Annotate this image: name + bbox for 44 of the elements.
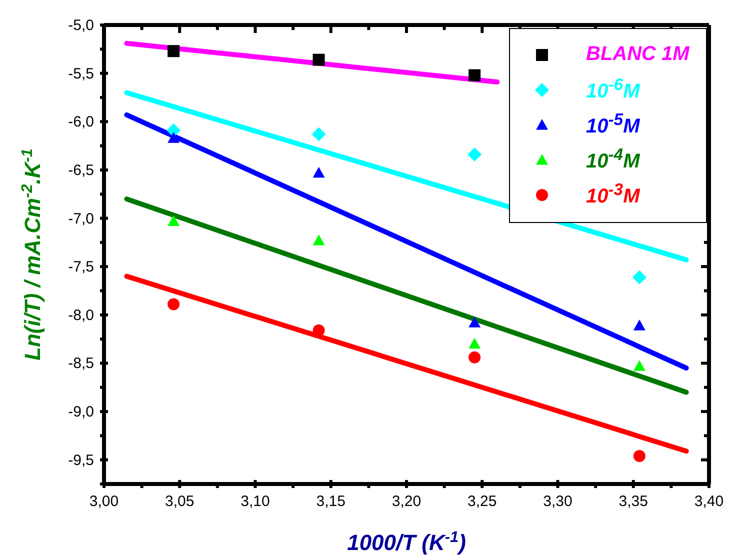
x-tick-label: 3,35: [618, 493, 648, 510]
y-tick-label: -6,5: [68, 162, 94, 179]
point: [468, 69, 481, 82]
point: [633, 360, 646, 371]
legend-label: 10$^{-6}$M: [586, 75, 640, 104]
point: [166, 123, 181, 138]
point: [312, 234, 325, 246]
point: [312, 166, 325, 178]
point: [312, 127, 326, 142]
y-tick-label: -5,5: [68, 65, 94, 82]
point: [468, 316, 481, 328]
point: [312, 324, 325, 336]
x-tick-label: 3,00: [89, 493, 119, 510]
y-tick-label: -8,0: [68, 306, 94, 324]
point: [468, 147, 482, 162]
y-tick-label: -9,0: [68, 404, 94, 421]
x-tick-label: 3,40: [694, 493, 724, 510]
legend-label: 10$^{-5}$M: [586, 110, 640, 139]
point: [168, 215, 180, 226]
point: [633, 320, 646, 330]
y-tick-label: -7,5: [68, 258, 94, 276]
x-tick-label: 3,05: [165, 493, 194, 510]
x-tick-label: 3,15: [316, 493, 346, 510]
point: [168, 132, 180, 143]
legend-label: 10$^{-4}$M: [586, 145, 640, 174]
point: [168, 45, 180, 58]
point: [468, 338, 481, 349]
y-tick-label: -7,0: [68, 210, 94, 228]
x-tick-label: 3,10: [240, 493, 270, 510]
y-tick-label: -6,0: [68, 114, 94, 131]
x-tick-label: 3,25: [468, 493, 497, 510]
legend-label: BLANC 1M: [586, 43, 690, 66]
point: [632, 270, 646, 284]
legend-label: 10$^{-3}$M: [586, 180, 640, 209]
point: [633, 450, 646, 462]
point: [468, 351, 481, 364]
y-tick-label: -9,5: [68, 452, 94, 469]
x-tick-label: 3,30: [543, 493, 572, 510]
x-axis-title: 1000/T (K$^{-1}$): [347, 528, 466, 555]
point: [312, 54, 325, 66]
y-tick-label: -5,0: [68, 17, 94, 34]
x-tick-label: 3,20: [392, 493, 422, 510]
point: [168, 298, 180, 310]
y-tick-label: -8,5: [68, 355, 94, 372]
